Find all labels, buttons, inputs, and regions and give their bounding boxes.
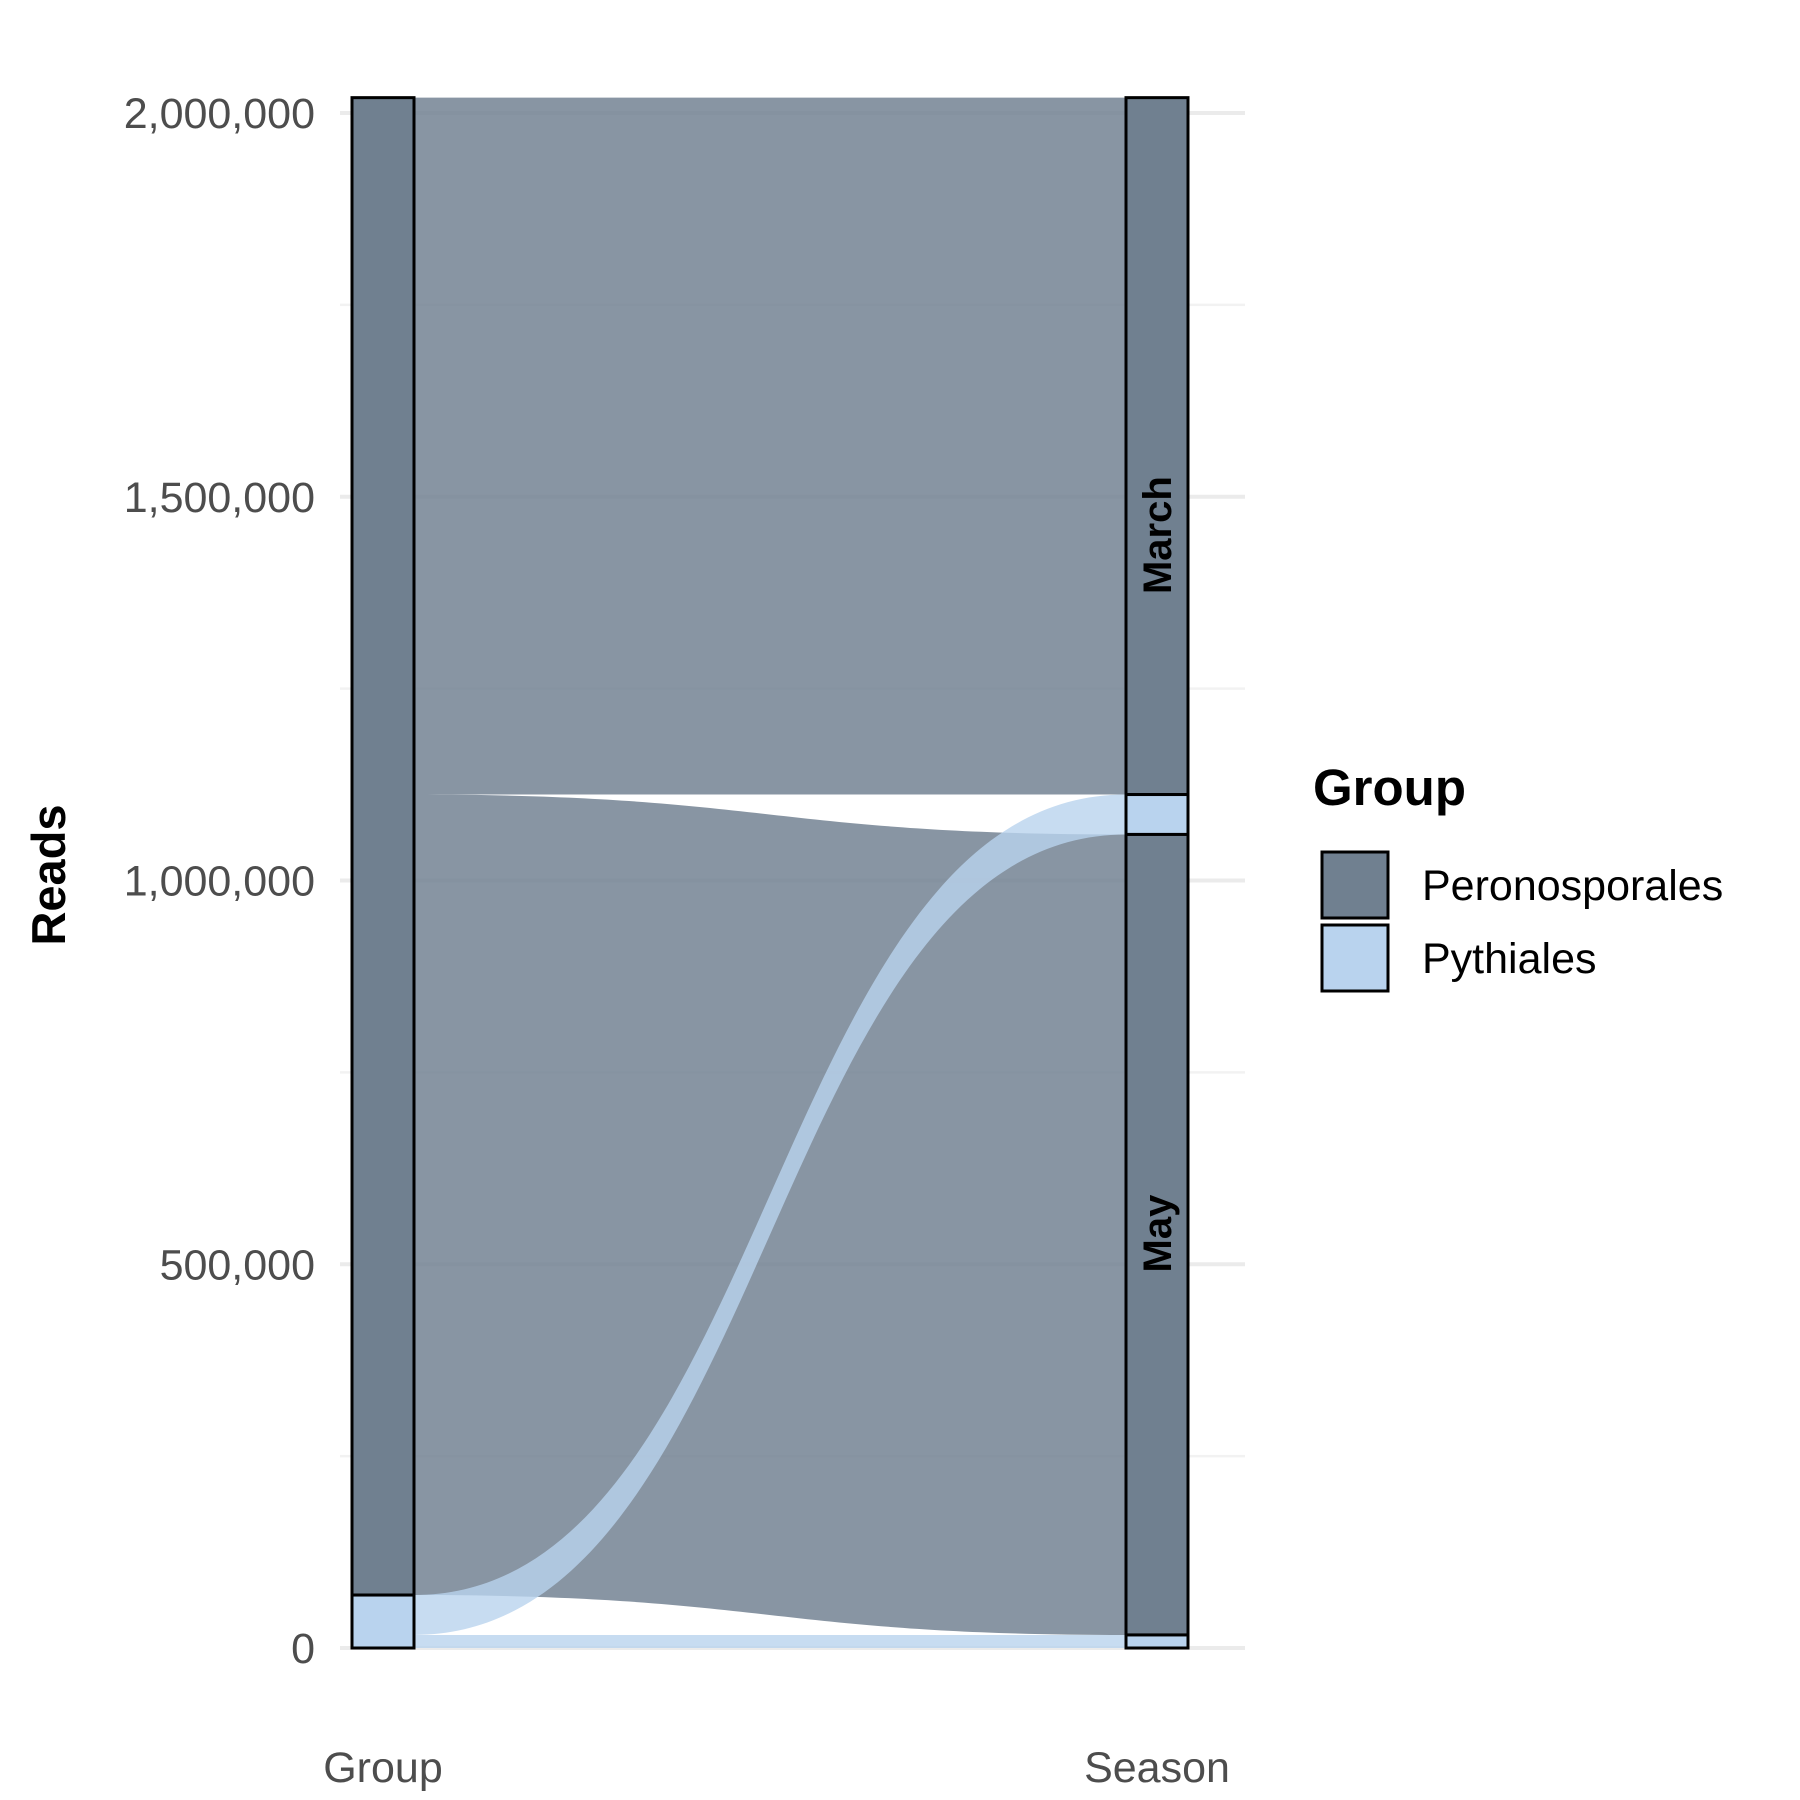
flows — [414, 97, 1126, 1648]
legend-swatch-pythiales — [1320, 923, 1390, 993]
legend-title: Group — [1313, 759, 1466, 816]
flow-peronosporales-to-march — [414, 97, 1126, 795]
stratum-labels: March May — [1136, 476, 1180, 1272]
y-tick-label: 2,000,000 — [124, 90, 315, 138]
stratum-march-pythiales — [1124, 793, 1190, 836]
y-tick-label: 1,000,000 — [124, 858, 315, 906]
legend-entries: Peronosporales Pythiales — [1320, 850, 1723, 993]
legend-label-peronosporales: Peronosporales — [1422, 862, 1723, 910]
stratum-may-peronosporales — [1124, 832, 1190, 1637]
flow-pythiales-to-march — [414, 794, 1126, 1635]
legend-label-pythiales: Pythiales — [1422, 935, 1596, 983]
stratum-label-may: May — [1136, 1194, 1180, 1273]
x-axis-label-group: Group — [323, 1744, 443, 1792]
x-axis-label-season: Season — [1084, 1744, 1230, 1792]
strata — [350, 96, 1190, 1650]
stratum-may-pythiales — [1124, 1633, 1190, 1650]
y-axis-ticks: 0 500,000 1,000,000 1,500,000 2,000,000 — [124, 90, 315, 1673]
stratum-group-peronosporales — [350, 96, 416, 1597]
y-tick-label: 1,500,000 — [124, 474, 315, 522]
y-tick-label: 0 — [291, 1625, 315, 1673]
stratum-label-march: March — [1136, 476, 1180, 594]
stratum-march-peronosporales — [1124, 96, 1190, 797]
legend: Group Peronosporales Pythiales — [1313, 759, 1723, 993]
stratum-group-pythiales — [350, 1593, 416, 1650]
flow-pythiales-to-may — [414, 1634, 1126, 1648]
legend-swatch-peronosporales — [1320, 850, 1390, 920]
y-tick-label: 500,000 — [160, 1241, 315, 1289]
y-axis-label: Reads — [22, 804, 75, 945]
x-axis-categories: Group Season — [323, 1744, 1230, 1792]
